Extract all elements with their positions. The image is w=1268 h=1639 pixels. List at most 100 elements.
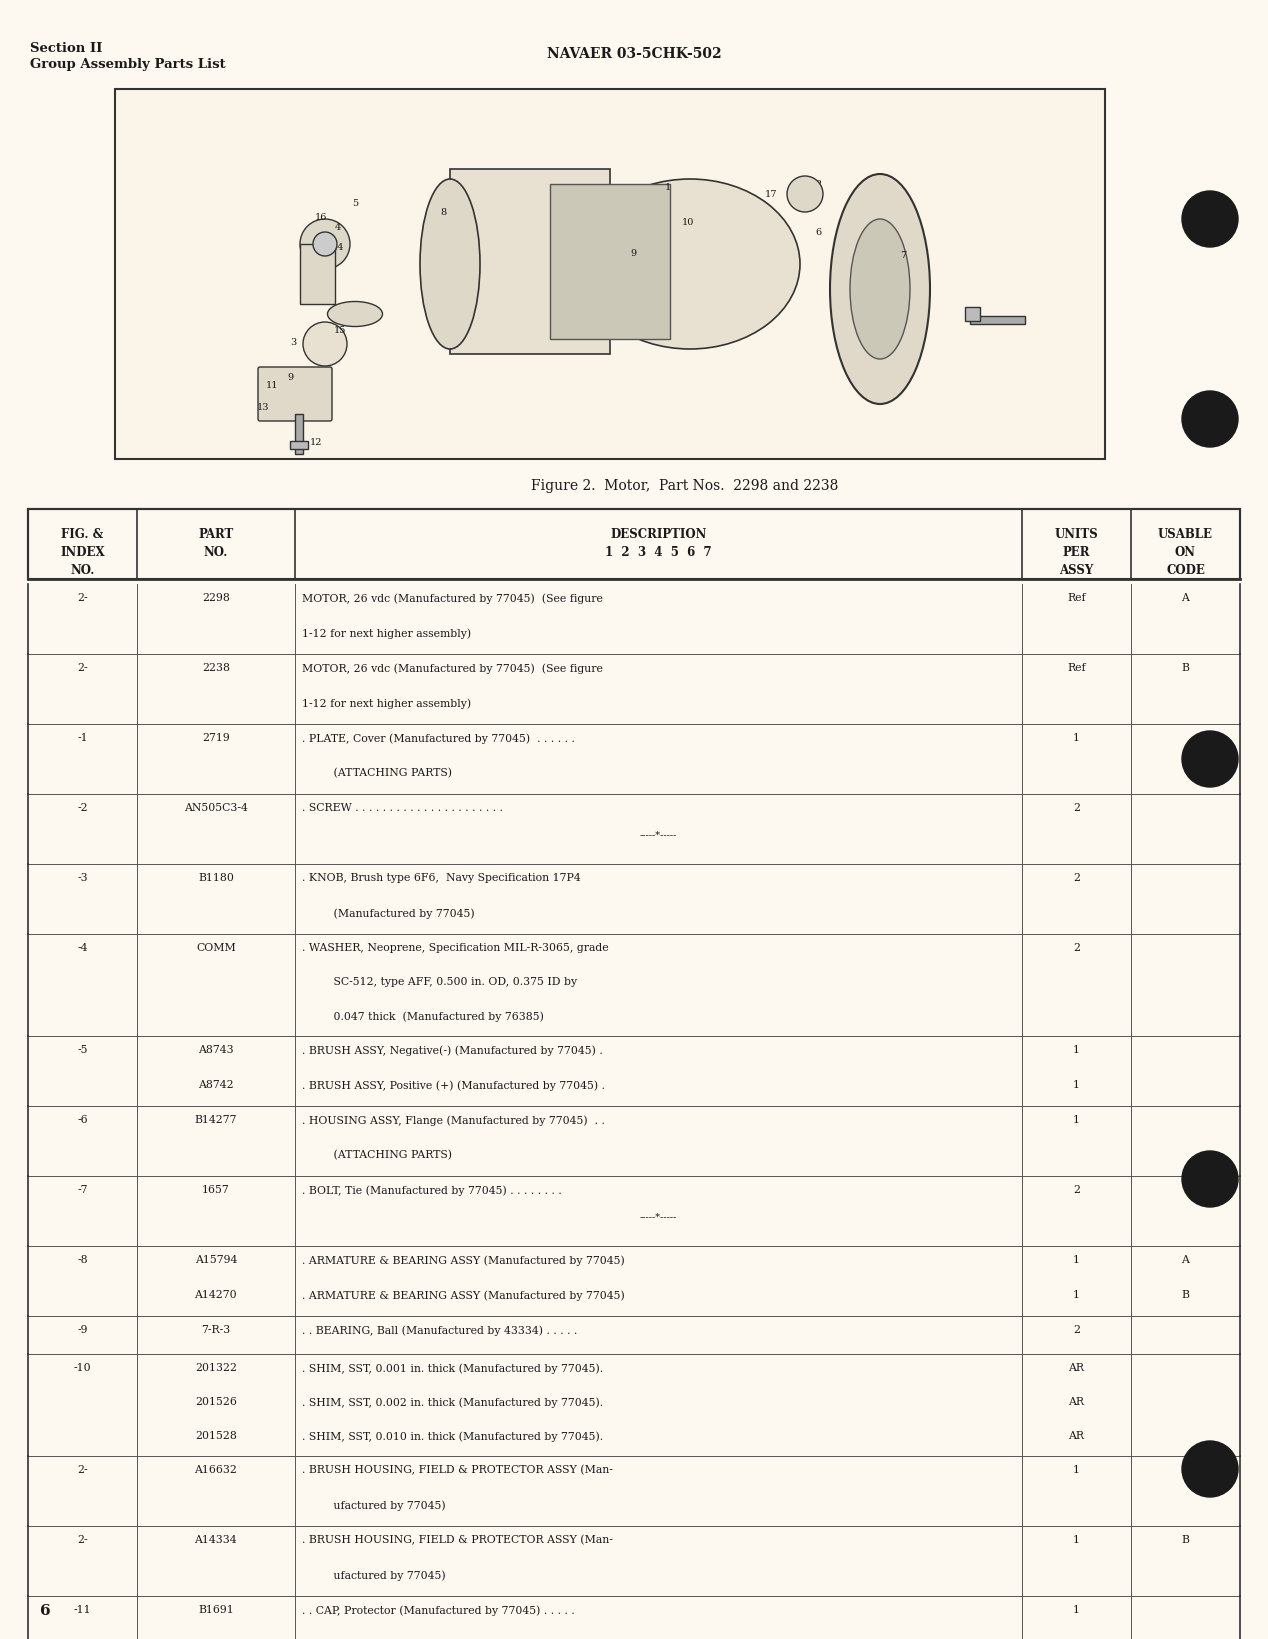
Text: 1: 1 <box>1073 1254 1080 1264</box>
Text: 1  2  3  4  5  6  7: 1 2 3 4 5 6 7 <box>605 546 711 559</box>
Text: 10: 10 <box>682 218 695 226</box>
Text: 2-: 2- <box>77 1534 87 1544</box>
Text: 1-12 for next higher assembly): 1-12 for next higher assembly) <box>302 628 470 638</box>
Text: 11: 11 <box>266 380 279 390</box>
Text: Figure 2.  Motor,  Part Nos.  2298 and 2238: Figure 2. Motor, Part Nos. 2298 and 2238 <box>531 479 838 493</box>
Text: COMM: COMM <box>197 942 236 952</box>
Text: 2: 2 <box>1073 1185 1080 1195</box>
Text: 15: 15 <box>333 326 346 334</box>
Ellipse shape <box>420 180 481 349</box>
Text: USABLE: USABLE <box>1158 528 1213 541</box>
Text: 2: 2 <box>815 180 822 188</box>
Text: B1180: B1180 <box>198 872 233 882</box>
Text: -9: -9 <box>77 1324 87 1334</box>
Text: CODE: CODE <box>1167 564 1205 577</box>
Text: 0.047 thick  (Manufactured by 76385): 0.047 thick (Manufactured by 76385) <box>302 1010 544 1021</box>
Text: B14277: B14277 <box>194 1115 237 1124</box>
Ellipse shape <box>850 220 910 361</box>
Bar <box>290 443 308 449</box>
Ellipse shape <box>327 302 383 328</box>
Text: . ARMATURE & BEARING ASSY (Manufactured by 77045): . ARMATURE & BEARING ASSY (Manufactured … <box>302 1290 624 1300</box>
Text: 1: 1 <box>1073 733 1080 742</box>
Text: -----*-----: -----*----- <box>639 829 677 839</box>
Text: 1: 1 <box>664 184 671 192</box>
Text: 2298: 2298 <box>202 593 230 603</box>
Text: -----*-----: -----*----- <box>639 1211 677 1221</box>
Text: A14334: A14334 <box>194 1534 237 1544</box>
Text: Ref: Ref <box>1068 593 1085 603</box>
Text: 201528: 201528 <box>195 1431 237 1441</box>
Circle shape <box>1182 1441 1238 1496</box>
Text: . . CAP, Protector (Manufactured by 77045) . . . . .: . . CAP, Protector (Manufactured by 7704… <box>302 1605 574 1614</box>
Text: -4: -4 <box>77 942 87 952</box>
Text: A: A <box>1182 593 1189 603</box>
Text: 1: 1 <box>1073 1080 1080 1090</box>
Text: 2-: 2- <box>77 1464 87 1473</box>
Text: A15794: A15794 <box>195 1254 237 1264</box>
Text: B: B <box>1182 1290 1189 1300</box>
Text: NO.: NO. <box>204 546 228 559</box>
Text: 9: 9 <box>287 372 293 382</box>
Text: 9: 9 <box>630 249 637 257</box>
Text: . SHIM, SST, 0.001 in. thick (Manufactured by 77045).: . SHIM, SST, 0.001 in. thick (Manufactur… <box>302 1362 602 1373</box>
Text: . BRUSH HOUSING, FIELD & PROTECTOR ASSY (Man-: . BRUSH HOUSING, FIELD & PROTECTOR ASSY … <box>302 1464 612 1475</box>
Text: 16: 16 <box>314 213 327 221</box>
Text: MOTOR, 26 vdc (Manufactured by 77045)  (See figure: MOTOR, 26 vdc (Manufactured by 77045) (S… <box>302 593 602 603</box>
Text: A14270: A14270 <box>194 1290 237 1300</box>
Text: (ATTACHING PARTS): (ATTACHING PARTS) <box>302 767 451 779</box>
Text: Ref: Ref <box>1068 662 1085 672</box>
Text: 7-R-3: 7-R-3 <box>202 1324 231 1334</box>
Text: 1: 1 <box>1073 1115 1080 1124</box>
Text: 17: 17 <box>765 190 777 198</box>
Text: ASSY: ASSY <box>1059 564 1093 577</box>
Bar <box>550 185 670 339</box>
Text: (Manufactured by 77045): (Manufactured by 77045) <box>302 908 474 918</box>
Text: . SHIM, SST, 0.002 in. thick (Manufactured by 77045).: . SHIM, SST, 0.002 in. thick (Manufactur… <box>302 1396 602 1406</box>
Ellipse shape <box>579 180 800 349</box>
Text: NAVAER 03-5CHK-502: NAVAER 03-5CHK-502 <box>547 48 721 61</box>
Text: -1: -1 <box>77 733 87 742</box>
Bar <box>28 510 1240 580</box>
Text: . KNOB, Brush type 6F6,  Navy Specification 17P4: . KNOB, Brush type 6F6, Navy Specificati… <box>302 872 581 882</box>
Text: MOTOR, 26 vdc (Manufactured by 77045)  (See figure: MOTOR, 26 vdc (Manufactured by 77045) (S… <box>302 662 602 674</box>
Text: ON: ON <box>1175 546 1196 559</box>
Text: A: A <box>1182 1254 1189 1264</box>
Text: ufactured by 77045): ufactured by 77045) <box>302 1569 445 1580</box>
Bar <box>450 170 610 354</box>
Text: -5: -5 <box>77 1044 87 1054</box>
Text: -8: -8 <box>77 1254 87 1264</box>
Text: A16632: A16632 <box>194 1464 237 1473</box>
Text: 2-: 2- <box>77 593 87 603</box>
Text: B1691: B1691 <box>198 1605 233 1614</box>
Text: B: B <box>1182 1534 1189 1544</box>
Text: 1657: 1657 <box>202 1185 230 1195</box>
Circle shape <box>301 220 350 270</box>
Text: -10: -10 <box>74 1362 91 1372</box>
Text: SC-512, type AFF, 0.500 in. OD, 0.375 ID by: SC-512, type AFF, 0.500 in. OD, 0.375 ID… <box>302 977 577 987</box>
Text: 1: 1 <box>1073 1290 1080 1300</box>
Text: 8: 8 <box>440 208 446 216</box>
Text: A8742: A8742 <box>198 1080 233 1090</box>
Text: 13: 13 <box>257 403 270 411</box>
Text: . BRUSH HOUSING, FIELD & PROTECTOR ASSY (Man-: . BRUSH HOUSING, FIELD & PROTECTOR ASSY … <box>302 1534 612 1544</box>
Text: 2: 2 <box>1073 1324 1080 1334</box>
Text: 2-: 2- <box>77 662 87 672</box>
Text: 1: 1 <box>1073 1044 1080 1054</box>
Text: 6: 6 <box>41 1603 51 1618</box>
Ellipse shape <box>831 175 929 405</box>
Text: INDEX: INDEX <box>60 546 105 559</box>
Text: 6: 6 <box>815 228 822 238</box>
Text: 2: 2 <box>1073 942 1080 952</box>
Text: 1-12 for next higher assembly): 1-12 for next higher assembly) <box>302 698 470 708</box>
Bar <box>301 244 335 305</box>
Text: PER: PER <box>1063 546 1090 559</box>
Bar <box>115 90 1104 459</box>
Text: 1: 1 <box>1073 1464 1080 1473</box>
Text: . SHIM, SST, 0.010 in. thick (Manufactured by 77045).: . SHIM, SST, 0.010 in. thick (Manufactur… <box>302 1431 602 1441</box>
Text: 2: 2 <box>1073 803 1080 813</box>
Text: AR: AR <box>1069 1396 1084 1406</box>
Circle shape <box>1182 392 1238 447</box>
Text: -11: -11 <box>74 1605 91 1614</box>
Text: 5: 5 <box>353 198 358 208</box>
Text: -7: -7 <box>77 1185 87 1195</box>
